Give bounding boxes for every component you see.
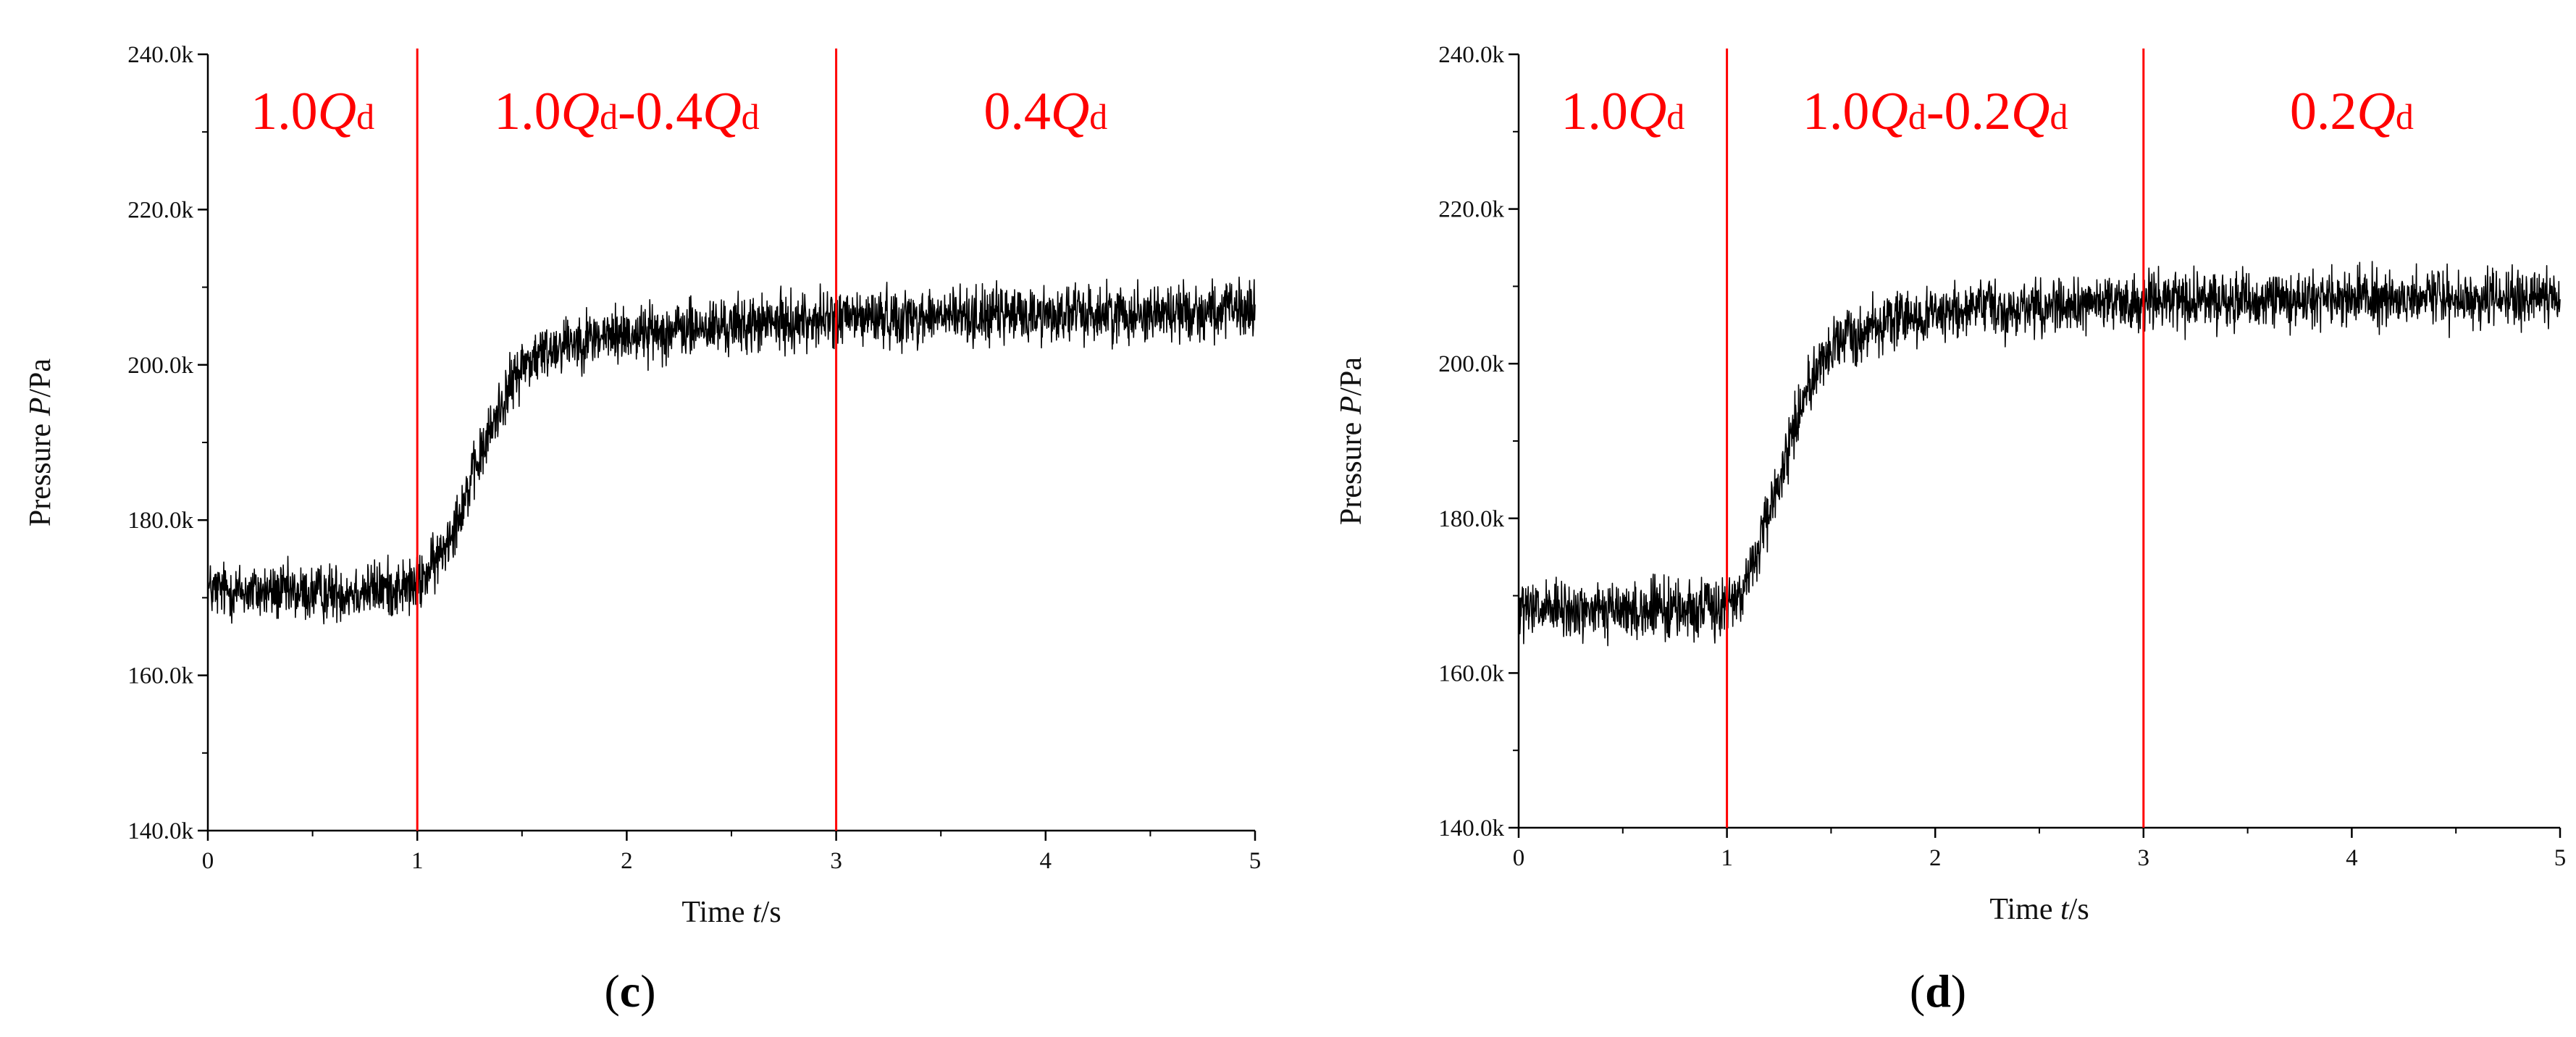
y-tick-label-d: 160.0k <box>1438 660 1504 687</box>
x-tick-label-d: 2 <box>1929 845 1942 871</box>
x-tick-label-c: 2 <box>621 848 633 874</box>
phase-label-c: 0.4Qd <box>983 82 1107 141</box>
x-axis-title-d: Time t/s <box>1989 893 2089 926</box>
phase-label-c: 1.0Qd-0.4Qd <box>494 82 760 141</box>
chart-c: 140.0k 160.0k 180.0k 200.0k 220.0k 240.0k 0 1 2 3… <box>24 42 1261 1017</box>
y-tick-label-d: 200.0k <box>1438 351 1504 377</box>
y-tick-label-d: 140.0k <box>1438 815 1504 841</box>
x-tick-label-c: 1 <box>411 848 424 874</box>
pressure-series-c <box>207 276 1256 625</box>
panel-label-c: (c) <box>604 965 655 1017</box>
y-tick-label-c: 220.0k <box>127 197 193 223</box>
x-tick-label-c: 4 <box>1040 848 1052 874</box>
y-tick-label-c: 140.0k <box>127 818 193 844</box>
panel-label-d: (d) <box>1910 965 1966 1017</box>
y-tick-label-c: 240.0k <box>127 42 193 68</box>
y-axis-title-c: Pressure P/Pa <box>24 358 57 526</box>
y-tick-label-c: 180.0k <box>127 508 193 534</box>
x-tick-label-c: 5 <box>1249 848 1262 874</box>
y-tick-label-c: 160.0k <box>127 663 193 689</box>
y-tick-label-d: 180.0k <box>1438 506 1504 532</box>
y-axis-title-d: Pressure P/Pa <box>1335 357 1368 525</box>
y-tick-label-c: 200.0k <box>127 353 193 379</box>
phase-label-d: 1.0Qd <box>1561 82 1685 141</box>
x-tick-label-d: 5 <box>2554 845 2567 871</box>
chart-d: 140.0k 160.0k 180.0k 200.0k 220.0k 240.0k 0 1 2 3… <box>1335 42 2566 1017</box>
x-tick-label-d: 3 <box>2138 845 2150 871</box>
phase-label-c: 1.0Qd <box>251 82 374 141</box>
y-tick-label-d: 240.0k <box>1438 42 1504 68</box>
x-tick-label-d: 4 <box>2346 845 2358 871</box>
phase-label-d: 0.2Qd <box>2290 82 2414 141</box>
x-tick-label-d: 1 <box>1721 845 1733 871</box>
x-tick-label-c: 3 <box>830 848 842 874</box>
x-tick-label-c: 0 <box>202 848 214 874</box>
pressure-series-d <box>1518 261 2561 647</box>
x-axis-title-c: Time t/s <box>681 896 781 929</box>
x-tick-label-d: 0 <box>1513 845 1525 871</box>
phase-label-d: 1.0Qd-0.2Qd <box>1803 82 2068 141</box>
y-tick-label-d: 220.0k <box>1438 197 1504 223</box>
